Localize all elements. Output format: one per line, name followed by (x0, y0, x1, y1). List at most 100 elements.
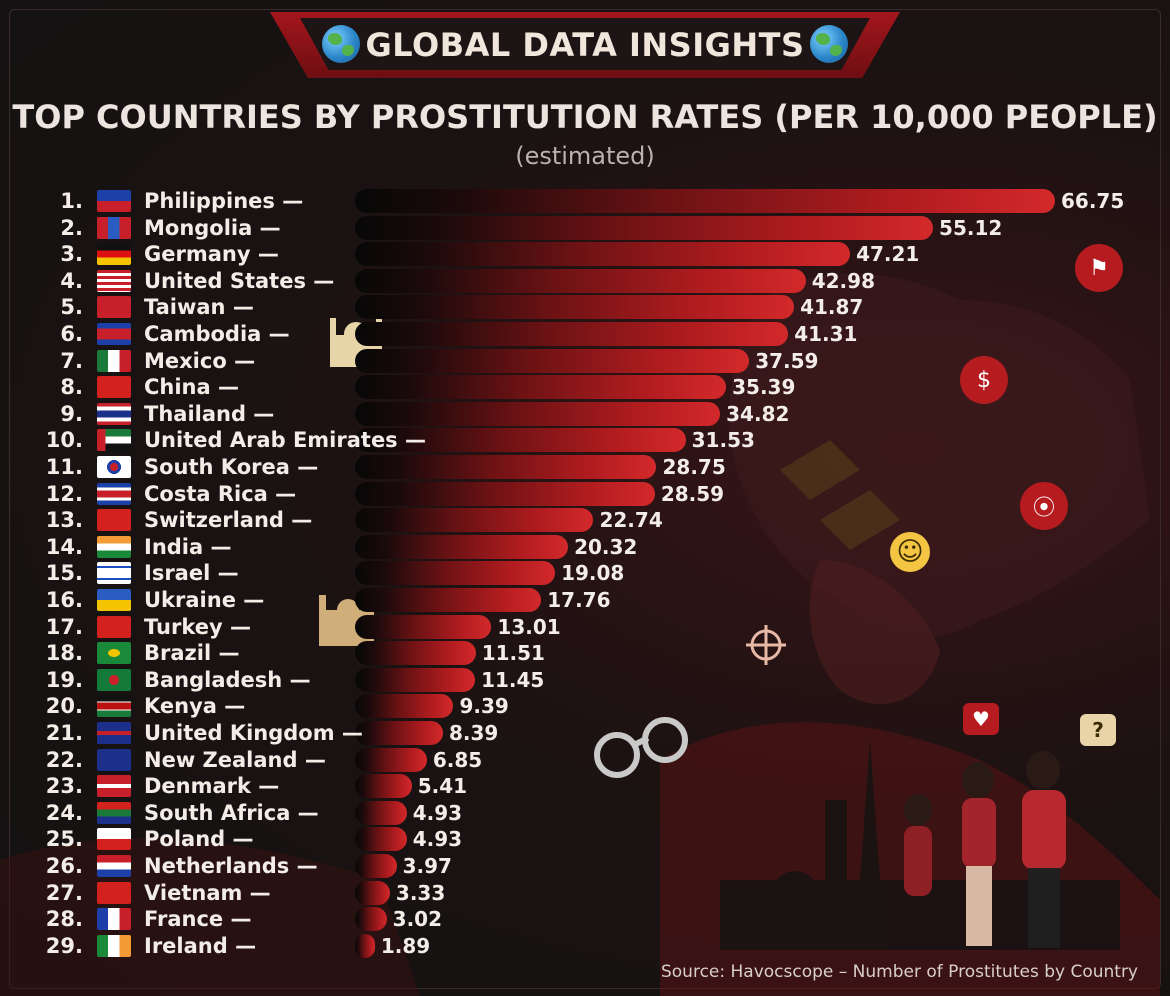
bar-taiwan (355, 295, 795, 320)
header-banner-inner (300, 18, 870, 70)
country-label: Poland — (144, 827, 254, 852)
bar-south-korea (355, 455, 657, 479)
flag-thailand-icon (97, 402, 131, 425)
flag-vietnam-icon (97, 881, 131, 904)
value-label: 3.02 (392, 907, 443, 932)
bar-switzerland (355, 508, 594, 533)
rank-label: 20. (45, 694, 83, 719)
flag-united-kingdom-icon (97, 722, 131, 744)
country-label: China — (144, 375, 239, 400)
rank-label: 2. (60, 215, 83, 240)
flag-ireland-icon (97, 934, 131, 957)
value-label: 9.39 (459, 694, 509, 719)
flag-brazil-icon (97, 642, 131, 665)
mask-pin-icon: ⚑ (1075, 244, 1123, 292)
bar-ireland (355, 933, 375, 958)
bar-mexico (355, 348, 750, 373)
value-label: 11.51 (481, 641, 545, 666)
flag-india-icon (97, 535, 131, 558)
bar-philippines (355, 189, 1055, 213)
rank-label: 6. (60, 322, 83, 346)
flag-mongolia-icon (97, 216, 131, 239)
flag-mexico-icon (97, 349, 131, 372)
bar-india (355, 534, 569, 559)
country-label: Taiwan — (144, 295, 254, 320)
rank-label: 4. (60, 268, 83, 293)
bar-united-kingdom (355, 721, 443, 745)
flag-taiwan-icon (97, 296, 131, 319)
flag-china-icon (97, 376, 131, 399)
bar-germany (355, 242, 851, 267)
heart-message-icon: ♥ (963, 703, 999, 735)
bar-ukraine (355, 588, 542, 612)
rank-label: 29. (45, 933, 83, 958)
country-label: Israel — (144, 561, 239, 586)
bar-united-arab-emirates (355, 428, 686, 453)
country-label: Vietnam — (144, 880, 271, 905)
value-label: 22.74 (599, 508, 663, 533)
value-label: 41.87 (800, 295, 864, 320)
country-label: Brazil — (144, 641, 240, 666)
globe-icon (322, 25, 360, 63)
flag-bangladesh-icon (97, 668, 131, 691)
value-label: 17.76 (547, 588, 611, 612)
value-label: 31.53 (691, 428, 755, 453)
country-label: Turkey — (144, 614, 251, 639)
value-label: 11.45 (481, 667, 545, 692)
bar-brazil (355, 641, 476, 666)
value-label: 5.41 (417, 774, 468, 799)
bar-bangladesh (355, 667, 476, 692)
bar-france (355, 907, 387, 932)
rank-label: 15. (45, 561, 83, 586)
value-label: 20.32 (574, 534, 638, 559)
flag-turkey-icon (97, 615, 131, 638)
country-label: Kenya — (144, 694, 246, 719)
country-label: Cambodia — (144, 322, 290, 346)
country-label: South Africa — (144, 800, 319, 825)
people-silhouettes (904, 751, 1066, 948)
flag-germany-icon (97, 243, 131, 266)
country-label: Costa Rica — (144, 481, 297, 506)
country-label: South Korea — (144, 455, 319, 479)
rank-label: 18. (45, 641, 83, 666)
source-note: Source: Havocscope – Number of Prostitut… (660, 962, 1138, 982)
value-label: 19.08 (561, 561, 625, 586)
flag-new-zealand-icon (97, 748, 131, 771)
value-label: 8.39 (448, 721, 499, 745)
country-label: Switzerland — (144, 508, 313, 533)
rank-label: 13. (45, 508, 83, 533)
flag-netherlands-icon (97, 855, 131, 877)
bar-south-africa (355, 800, 407, 825)
handcuffs-icon (594, 717, 688, 778)
rank-label: 28. (45, 907, 83, 932)
flag-philippines-icon (97, 190, 131, 212)
crosshair-icon (746, 625, 786, 665)
country-label: Philippines — (144, 189, 304, 213)
flag-ukraine-icon (97, 589, 131, 611)
money-pin-icon: $ (960, 356, 1008, 404)
value-label: 4.93 (412, 800, 463, 825)
bar-china (355, 375, 727, 400)
bar-turkey (355, 614, 492, 639)
bar-mongolia (355, 215, 934, 240)
question-message-icon: ? (1080, 714, 1116, 746)
rank-label: 25. (45, 827, 83, 852)
bar-costa-rica (355, 481, 655, 506)
diagonal-stripes (780, 440, 900, 550)
value-label: 6.85 (432, 747, 483, 772)
map-landmass-south (809, 560, 940, 705)
value-label: 13.01 (497, 614, 561, 639)
globe-icon (810, 25, 848, 63)
country-label: Mexico — (144, 348, 256, 373)
value-label: 3.33 (395, 880, 446, 905)
rank-label: 27. (45, 880, 83, 905)
bar-israel (355, 561, 556, 586)
value-label: 28.59 (660, 481, 725, 506)
country-label: United States — (144, 268, 335, 293)
bar-kenya (355, 694, 454, 719)
flag-israel-icon (97, 562, 131, 585)
flag-switzerland-icon (97, 509, 131, 532)
bar-denmark (355, 774, 412, 799)
laughing-emoji-icon: ☺ (890, 532, 930, 572)
